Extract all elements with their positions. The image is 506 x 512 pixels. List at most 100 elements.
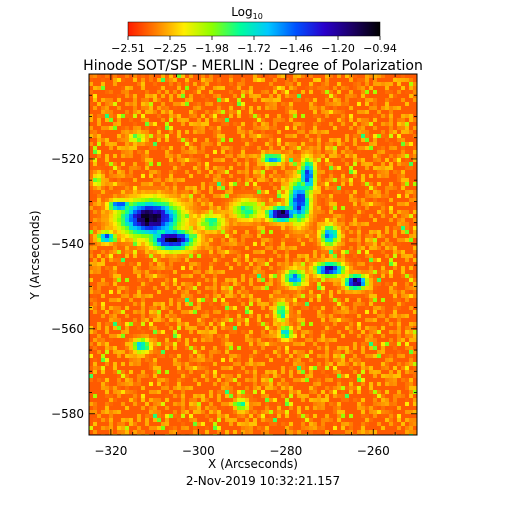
heatmap-cell xyxy=(241,138,246,143)
heatmap-cell xyxy=(337,274,342,279)
heatmap-cell xyxy=(145,74,150,79)
heatmap-cell xyxy=(269,302,274,307)
heatmap-cell xyxy=(381,98,386,103)
heatmap-cell xyxy=(197,118,202,123)
heatmap-cell xyxy=(89,294,94,299)
heatmap-cell xyxy=(89,122,94,127)
heatmap-cell xyxy=(173,242,178,247)
heatmap-cell xyxy=(225,186,230,191)
heatmap-cell xyxy=(173,126,178,131)
heatmap-cell xyxy=(413,198,418,203)
heatmap-cell xyxy=(393,274,398,279)
heatmap-cell xyxy=(277,98,282,103)
heatmap-cell xyxy=(161,162,166,167)
heatmap-cell xyxy=(125,78,130,83)
heatmap-cell xyxy=(149,126,154,131)
heatmap-cell xyxy=(157,190,162,195)
heatmap-cell xyxy=(265,270,270,275)
heatmap-cell xyxy=(305,238,310,243)
heatmap-cell xyxy=(277,250,282,255)
heatmap-cell xyxy=(161,158,166,163)
heatmap-cell xyxy=(385,254,390,259)
heatmap-cell xyxy=(289,130,294,135)
heatmap-cell xyxy=(245,310,250,315)
heatmap-cell xyxy=(325,126,330,131)
heatmap-cell xyxy=(313,198,318,203)
heatmap-cell xyxy=(165,314,170,319)
heatmap-cell xyxy=(137,270,142,275)
heatmap-cell xyxy=(269,274,274,279)
heatmap-cell xyxy=(281,310,286,315)
heatmap-cell xyxy=(157,94,162,99)
heatmap-cell xyxy=(105,258,110,263)
heatmap-cell xyxy=(141,262,146,267)
heatmap-cell xyxy=(401,118,406,123)
heatmap-cell xyxy=(405,222,410,227)
heatmap-cell xyxy=(309,86,314,91)
heatmap-cell xyxy=(273,282,278,287)
heatmap-cell xyxy=(353,122,358,127)
heatmap-cell xyxy=(385,126,390,131)
heatmap-cell xyxy=(393,298,398,303)
heatmap-cell xyxy=(217,278,222,283)
heatmap-cell xyxy=(161,190,166,195)
heatmap-cell xyxy=(389,154,394,159)
heatmap-cell xyxy=(401,274,406,279)
heatmap-cell xyxy=(169,274,174,279)
heatmap-cell xyxy=(305,126,310,131)
heatmap-cell xyxy=(173,130,178,135)
heatmap-cell xyxy=(237,266,242,271)
heatmap-cell xyxy=(293,214,298,219)
heatmap-cell xyxy=(337,178,342,183)
heatmap-cell xyxy=(225,134,230,139)
heatmap-cell xyxy=(413,214,418,219)
heatmap-cell xyxy=(137,126,142,131)
heatmap-cell xyxy=(317,146,322,151)
heatmap-cell xyxy=(161,138,166,143)
heatmap-cell xyxy=(229,98,234,103)
heatmap-cell xyxy=(257,270,262,275)
heatmap-cell xyxy=(97,90,102,95)
heatmap-cell xyxy=(173,182,178,187)
heatmap-cell xyxy=(289,230,294,235)
heatmap-cell xyxy=(333,94,338,99)
heatmap-cell xyxy=(377,194,382,199)
heatmap-cell xyxy=(281,150,286,155)
heatmap-cell xyxy=(181,258,186,263)
heatmap-cell xyxy=(129,294,134,299)
heatmap-cell xyxy=(401,90,406,95)
heatmap-cell xyxy=(241,154,246,159)
heatmap-cell xyxy=(129,314,134,319)
heatmap-cell xyxy=(209,274,214,279)
heatmap-cell xyxy=(217,246,222,251)
heatmap-cell xyxy=(109,130,114,135)
heatmap-cell xyxy=(325,258,330,263)
heatmap-cell xyxy=(233,178,238,183)
heatmap-cell xyxy=(373,118,378,123)
heatmap-cell xyxy=(221,86,226,91)
heatmap-cell xyxy=(105,270,110,275)
heatmap-cell xyxy=(285,102,290,107)
heatmap-cell xyxy=(233,314,238,319)
heatmap-cell xyxy=(329,254,334,259)
heatmap-cell xyxy=(321,254,326,259)
heatmap-cell xyxy=(165,270,170,275)
heatmap-cell xyxy=(109,174,114,179)
heatmap-cell xyxy=(133,186,138,191)
heatmap-cell xyxy=(117,194,122,199)
heatmap-cell xyxy=(349,206,354,211)
heatmap-cell xyxy=(153,202,158,207)
heatmap-cell xyxy=(321,266,326,271)
heatmap-cell xyxy=(401,158,406,163)
heatmap-cell xyxy=(125,234,130,239)
heatmap-cell xyxy=(113,102,118,107)
heatmap-cell xyxy=(413,98,418,103)
heatmap-cell xyxy=(389,226,394,231)
heatmap-cell xyxy=(241,298,246,303)
heatmap-cell xyxy=(145,106,150,111)
heatmap-cell xyxy=(357,186,362,191)
heatmap-cell xyxy=(121,166,126,171)
heatmap-cell xyxy=(181,270,186,275)
heatmap-cell xyxy=(393,266,398,271)
heatmap-cell xyxy=(205,222,210,227)
